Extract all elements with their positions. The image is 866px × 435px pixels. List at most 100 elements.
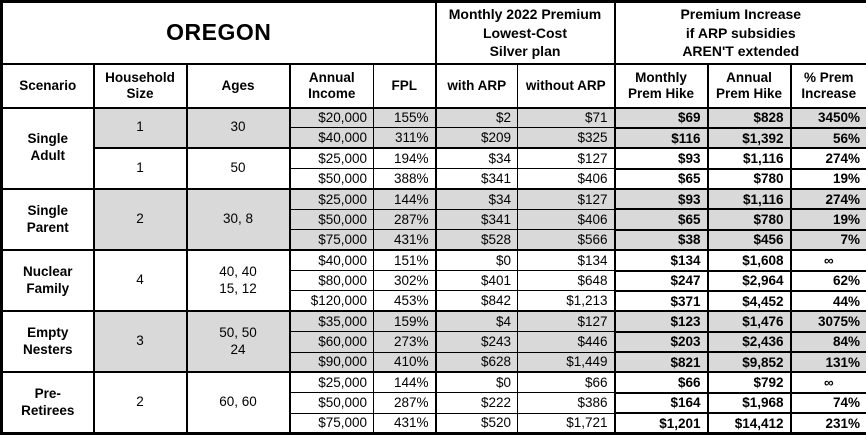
annual-hike-cell: $1,476 [706,310,792,333]
table-header: OREGON Monthly 2022 Premium Lowest-Cost … [1,1,866,109]
pct-increase-cell: 56% [789,126,866,150]
table-row: $60,000 273% $243 $446 $203 $2,436 84% [2,330,866,354]
column-header-row: Scenario Household Size Ages Annual Inco… [1,63,866,109]
ages-cell: 50 [186,147,291,190]
without-arp-cell: $1,449 [517,351,616,373]
with-arp-cell: $2 [435,106,518,129]
pct-increase-cell: 274% [789,147,866,170]
income-cell: $35,000 [289,310,374,333]
scenario-cell: Empty Nesters [1,310,95,373]
with-arp-cell: $34 [435,187,518,210]
annual-hike-cell: $4,452 [706,289,792,313]
fpl-cell: 144% [373,187,437,210]
pct-increase-cell: 74% [789,391,866,415]
state-title: OREGON [1,1,437,65]
annual-hike-cell: $9,852 [706,350,792,374]
table-row: $50,000 287% $222 $386 $164 $1,968 74% [2,391,866,415]
pct-increase-cell: 62% [789,269,866,292]
fpl-cell: 194% [373,147,437,170]
ages-cell: 60, 60 [186,371,291,435]
income-cell: $20,000 [289,106,374,129]
income-cell: $25,000 [289,187,374,210]
with-arp-cell: $341 [435,208,518,231]
household-size-cell: 2 [93,187,188,251]
fpl-cell: 431% [373,229,437,251]
table-body: Single Adult 1 30 $20,000 155% $2 $71 $69 $828 34… [1,106,866,435]
annual-hike-cell: $14,412 [706,412,792,435]
with-arp-cell: $341 [435,168,518,190]
monthly-hike-cell: $134 [613,249,708,272]
monthly-hike-cell: $116 [613,126,708,150]
table-row: Single Adult 1 30 $20,000 155% $2 $71 $69 $828 34… [1,106,866,190]
monthly-hike-cell: $821 [613,350,708,374]
fpl-cell: 410% [373,351,437,373]
with-arp-cell: $0 [435,249,518,272]
without-arp-cell: $71 [517,106,616,129]
fpl-cell: 311% [373,127,437,149]
without-arp-cell: $566 [517,229,616,251]
monthly-hike-cell: $247 [613,269,708,292]
ages-cell: 40, 40 15, 12 [186,249,291,312]
col-header-scenario: Scenario [1,63,95,109]
scenario-cell: Nuclear Family [1,249,95,312]
pct-increase-cell: 231% [789,412,866,435]
monthly-hike-cell: $38 [613,228,708,252]
annual-hike-cell: $1,608 [706,249,792,272]
with-arp-cell: $0 [435,371,518,394]
fpl-cell: 453% [373,290,437,312]
pct-increase-cell: 3075% [789,310,866,333]
income-cell: $50,000 [289,208,374,231]
col-header-income: Annual Income [289,63,374,109]
annual-hike-cell: $792 [706,371,792,394]
col-header-household: Household Size [93,63,188,109]
without-arp-cell: $648 [517,269,616,292]
ages-cell: 50, 50 24 [186,310,291,373]
pct-increase-cell: 131% [789,350,866,374]
scenario-cell: Single Parent [1,187,95,251]
income-cell: $80,000 [289,269,374,292]
income-cell: $75,000 [289,412,374,435]
without-arp-cell: $134 [517,249,616,272]
income-cell: $75,000 [289,229,374,251]
monthly-hike-cell: $164 [613,391,708,415]
annual-hike-cell: $456 [706,228,792,252]
fpl-cell: 155% [373,106,437,129]
income-cell: $90,000 [289,351,374,373]
pct-increase-cell: 274% [789,187,866,211]
monthly-hike-cell: $65 [613,208,708,231]
fpl-cell: 302% [373,269,437,292]
without-arp-cell: $1,213 [517,290,616,312]
without-arp-cell: $127 [517,310,616,333]
income-cell: $25,000 [289,371,374,394]
annual-hike-cell: $2,964 [706,269,792,292]
without-arp-cell: $127 [517,147,616,170]
premium-group-header: Monthly 2022 Premium Lowest-Cost Silver … [435,1,616,65]
table-row: Single Parent 2 30, 8 $25,000 144% $34 $127 $93… [1,187,866,251]
without-arp-cell: $66 [517,371,616,394]
annual-hike-cell: $780 [706,208,792,231]
without-arp-cell: $1,721 [517,412,616,435]
ages-cell: 30 [186,106,291,149]
table-row: $50,000 388% $341 $406 $65 $780 19% [2,167,866,191]
pct-increase-cell: ∞ [789,371,866,394]
scenario-cell: Single Adult [1,106,95,190]
pct-increase-cell: 3450% [789,106,866,129]
pct-increase-cell: 19% [789,208,866,231]
fpl-cell: 159% [373,310,437,333]
col-header-monthly-hike: Monthly Prem Hike [614,63,709,109]
fpl-cell: 431% [373,412,437,435]
monthly-hike-cell: $203 [613,330,708,354]
income-cell: $60,000 [289,331,374,353]
household-size-cell: 1 [93,106,188,149]
income-cell: $40,000 [289,127,374,149]
table-row: $75,000 431% $528 $566 $38 $456 7% [2,228,866,252]
with-arp-cell: $528 [435,229,518,251]
with-arp-cell: $243 [435,331,518,353]
income-cell: $25,000 [289,147,374,170]
household-size-cell: 1 [93,147,188,190]
scenario-cell: Pre- Retirees [1,371,95,435]
increase-group-header: Premium Increase if ARP subsidies AREN'T… [613,1,866,65]
with-arp-cell: $628 [435,351,518,373]
pct-increase-cell: ∞ [789,249,866,272]
